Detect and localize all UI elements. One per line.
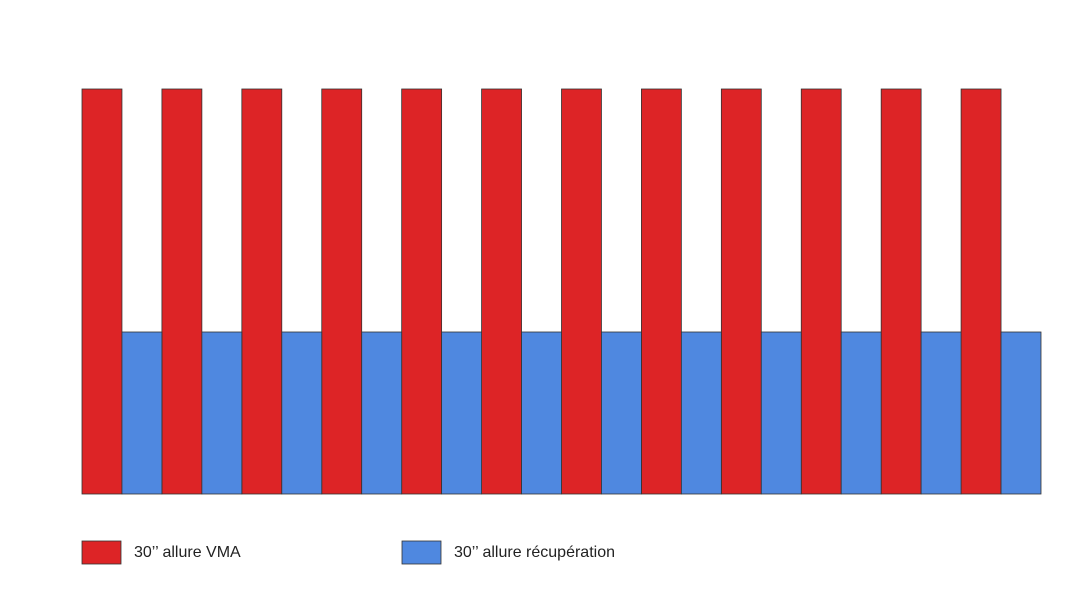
- bar: [840, 331, 882, 495]
- bar: [800, 88, 842, 495]
- bar: [561, 88, 602, 495]
- bar: [81, 88, 123, 495]
- bar: [161, 88, 203, 495]
- bar: [920, 331, 962, 495]
- legend-swatch: [81, 540, 122, 565]
- bar: [481, 88, 522, 495]
- bar: [201, 331, 243, 495]
- bar: [241, 88, 283, 495]
- bar: [641, 88, 682, 495]
- legend-label: 30’’ allure VMA: [134, 544, 241, 561]
- bar: [321, 88, 363, 495]
- legend-swatch: [401, 540, 442, 565]
- bar: [1000, 331, 1042, 495]
- legend-label: 30’’ allure récupération: [454, 544, 615, 561]
- bar: [121, 331, 163, 495]
- bar: [361, 331, 403, 495]
- bar: [720, 88, 762, 495]
- bar: [880, 88, 922, 495]
- bar: [760, 331, 802, 495]
- bar: [281, 331, 323, 495]
- bar: [680, 331, 722, 495]
- bar: [601, 331, 642, 495]
- bar: [960, 88, 1002, 495]
- bar: [441, 331, 482, 495]
- bar: [401, 88, 443, 495]
- bar: [521, 331, 562, 495]
